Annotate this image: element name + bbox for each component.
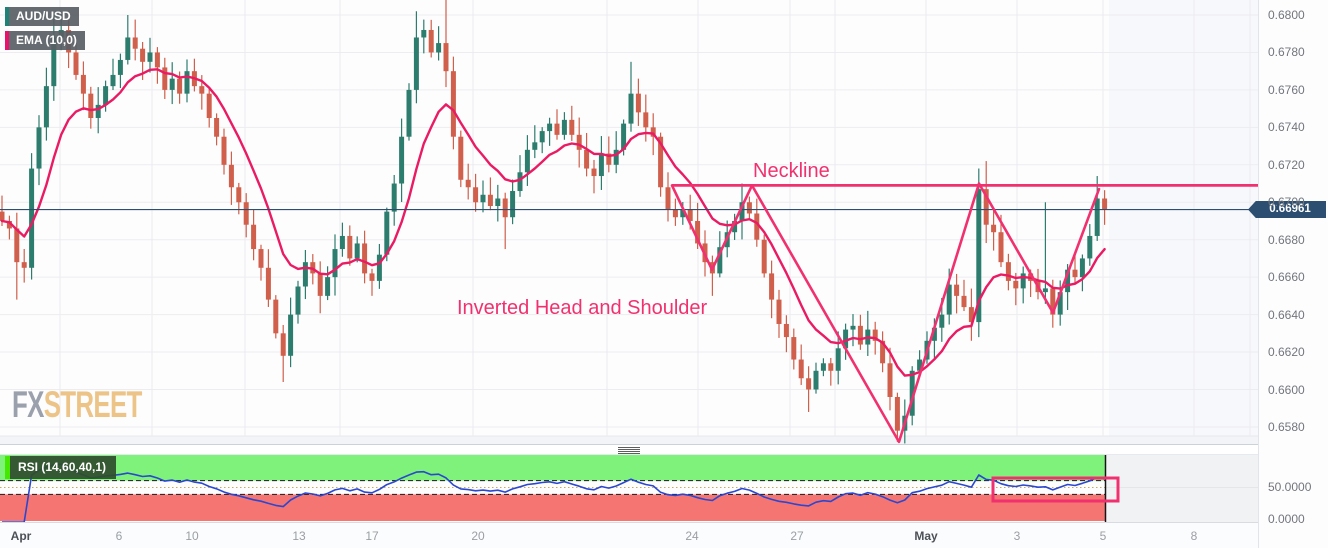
price-axis-label: 0.6780 bbox=[1268, 45, 1305, 60]
time-axis-label: 17 bbox=[365, 529, 379, 543]
ema-color-bar bbox=[5, 31, 9, 50]
fxstreet-watermark: FXSTREET bbox=[12, 384, 142, 426]
time-axis-label: 5 bbox=[1099, 529, 1107, 543]
price-axis-label: 0.6640 bbox=[1268, 307, 1305, 322]
price-axis[interactable]: 0.66961 0.6800 0.6780 0.6760 0.6740 0.6720 0.… bbox=[1248, 0, 1328, 548]
time-axis-label: 27 bbox=[790, 529, 804, 543]
indicator-legend: AUD/USD EMA (10,0) bbox=[5, 7, 85, 55]
ema-badge-label: EMA (10,0) bbox=[9, 31, 85, 50]
rsi-badge-label: RSI (14,60,40,1) bbox=[10, 456, 117, 479]
rsi-axis-label: 50.0000 bbox=[1268, 480, 1312, 494]
rsi-color-bar bbox=[5, 456, 10, 479]
time-axis-label: Apr bbox=[10, 529, 32, 543]
price-axis-label: 0.6620 bbox=[1268, 345, 1305, 360]
rsi-line bbox=[2, 463, 1105, 522]
time-axis-label: 6 bbox=[115, 529, 123, 543]
ema-badge[interactable]: EMA (10,0) bbox=[5, 31, 85, 50]
time-axis-label: May bbox=[914, 529, 938, 543]
price-axis-label: 0.6740 bbox=[1268, 120, 1305, 135]
price-axis-label: 0.6580 bbox=[1268, 419, 1305, 434]
watermark-fx: FX bbox=[12, 384, 44, 425]
watermark-street: STREET bbox=[43, 384, 143, 425]
rsi-axis-label: 0.0000 bbox=[1268, 512, 1305, 526]
price-axis-label: 0.6700 bbox=[1268, 195, 1305, 210]
current-price-badge: 0.66961 bbox=[1248, 201, 1326, 219]
price-axis-label: 0.6660 bbox=[1268, 270, 1305, 285]
price-axis-label: 0.6760 bbox=[1268, 82, 1305, 97]
time-axis-label: 3 bbox=[1013, 529, 1021, 543]
symbol-color-bar bbox=[5, 7, 9, 26]
price-axis-label: 0.6680 bbox=[1268, 232, 1305, 247]
time-axis-label: 10 bbox=[185, 529, 199, 543]
pattern-label[interactable]: Inverted Head and Shoulder bbox=[457, 297, 708, 319]
time-axis-label: 24 bbox=[685, 529, 699, 543]
panel-resize-handle-icon[interactable] bbox=[618, 447, 640, 454]
main-chart-canvas[interactable] bbox=[0, 0, 1258, 444]
rsi-badge[interactable]: RSI (14,60,40,1) bbox=[5, 456, 117, 479]
symbol-badge-label: AUD/USD bbox=[9, 7, 79, 26]
time-axis-label: 20 bbox=[471, 529, 485, 543]
candles-layer bbox=[0, 0, 1108, 444]
time-axis[interactable]: Apr 6 10 13 17 20 24 27 May 3 5 8 bbox=[0, 522, 1258, 548]
head-and-shoulders-lines[interactable] bbox=[670, 182, 1101, 444]
price-axis-label: 0.6720 bbox=[1268, 157, 1305, 172]
price-axis-label: 0.6800 bbox=[1268, 8, 1305, 22]
time-axis-label: 13 bbox=[292, 529, 306, 543]
symbol-badge[interactable]: AUD/USD bbox=[5, 7, 85, 26]
price-axis-label: 0.6600 bbox=[1268, 382, 1305, 397]
neckline-label[interactable]: Neckline bbox=[753, 160, 830, 182]
rsi-highlight-box[interactable] bbox=[991, 476, 1120, 503]
panel-divider bbox=[0, 444, 1258, 455]
rsi-panel-canvas[interactable] bbox=[0, 453, 1258, 522]
time-axis-label: 8 bbox=[1190, 529, 1198, 543]
